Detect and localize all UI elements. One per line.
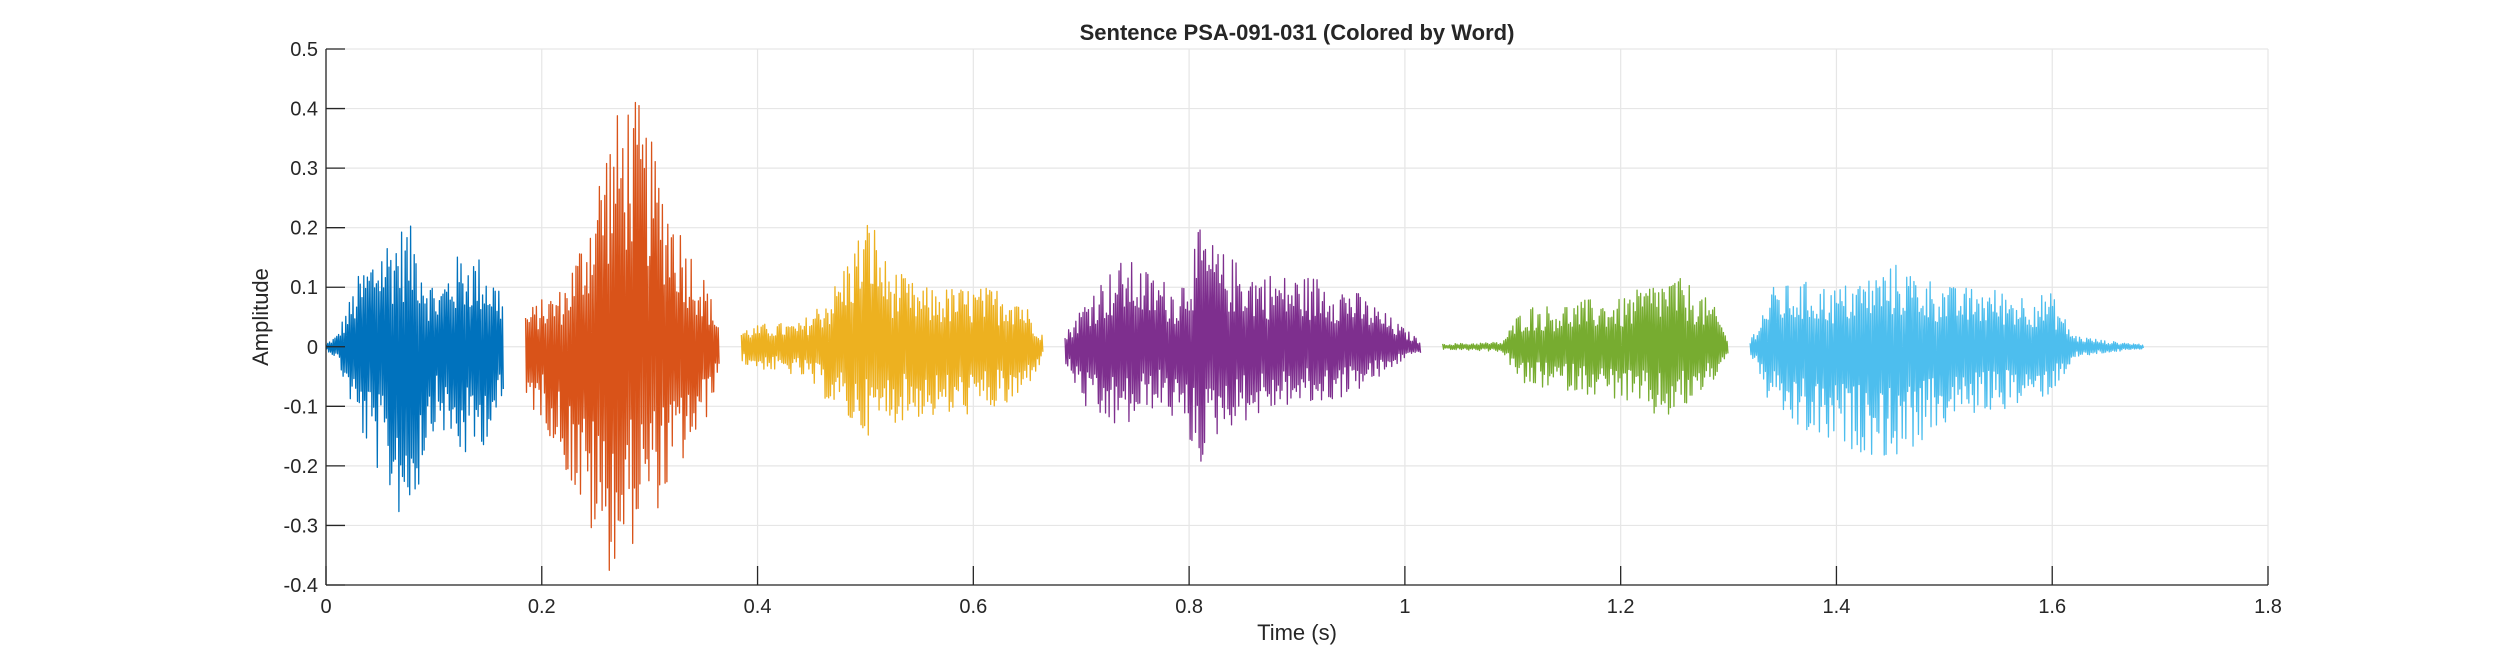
waveform-word-3 — [740, 224, 1044, 436]
y-axis-label: Amplitude — [248, 268, 273, 366]
x-tick-label: 0.6 — [959, 596, 987, 618]
y-tick-label: -0.1 — [284, 396, 318, 418]
axes — [325, 48, 2269, 586]
y-tick-labels: -0.4 -0.3 -0.2 -0.1 0 0.1 0.2 0.3 0.4 0.5 — [284, 39, 318, 597]
y-tick-label: -0.2 — [284, 456, 318, 478]
x-tick-label: 1.8 — [2254, 596, 2282, 618]
y-tick-label: 0.1 — [290, 277, 318, 299]
waveform-word-5 — [1442, 278, 1729, 415]
x-tick-label: 1.6 — [2038, 596, 2066, 618]
waveform-word-2 — [524, 101, 720, 571]
x-tick-label: 0.8 — [1175, 596, 1203, 618]
waveform-word-1 — [325, 225, 504, 513]
x-tick-labels: 0 0.2 0.4 0.6 0.8 1 1.2 1.4 1.6 1.8 — [320, 596, 2281, 618]
y-tick-label: 0 — [307, 337, 318, 359]
chart-title: Sentence PSA-091-031 (Colored by Word) — [1080, 20, 1515, 45]
y-tick-label: 0.4 — [290, 99, 318, 121]
x-axis-label: Time (s) — [1257, 620, 1337, 645]
y-tick-label: -0.3 — [284, 515, 318, 537]
waveform-series — [325, 101, 2145, 571]
x-tick-label: 0 — [320, 596, 331, 618]
y-tick-label: 0.2 — [290, 218, 318, 240]
waveform-word-6 — [1749, 264, 2145, 456]
x-tick-label: 0.4 — [744, 596, 772, 618]
y-tick-label: 0.3 — [290, 158, 318, 180]
x-tick-label: 1.2 — [1607, 596, 1635, 618]
y-tick-label: 0.5 — [290, 39, 318, 61]
x-tick-label: 0.2 — [528, 596, 556, 618]
x-tick-label: 1.4 — [1823, 596, 1851, 618]
y-tick-label: -0.4 — [284, 575, 318, 597]
waveform-word-4 — [1064, 229, 1422, 462]
x-tick-label: 1 — [1399, 596, 1410, 618]
